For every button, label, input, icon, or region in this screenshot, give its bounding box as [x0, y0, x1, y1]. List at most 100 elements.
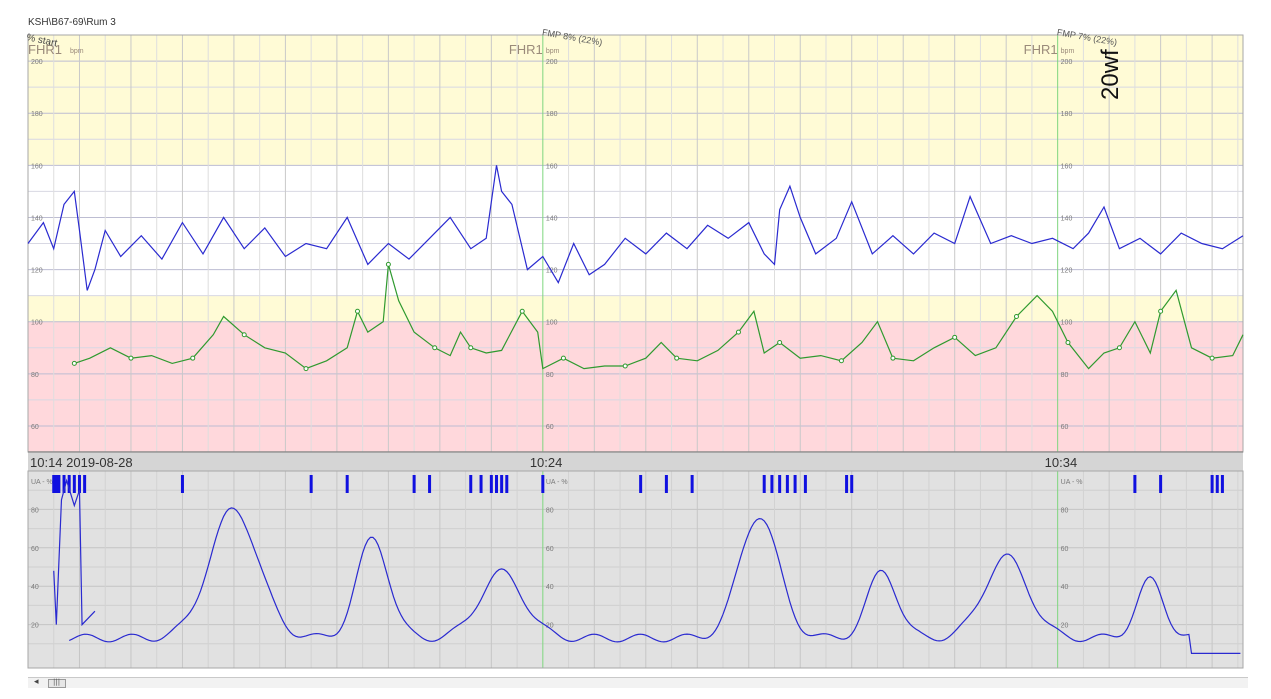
toco-tick-label: 80	[546, 507, 554, 514]
fhr-tick-label: 100	[546, 320, 558, 327]
fetal-movement-mark	[803, 475, 807, 493]
fhr-tick-label: 120	[31, 268, 43, 275]
fetal-movement-mark	[57, 475, 61, 493]
fhr-tick-label: 100	[31, 320, 43, 327]
fhr-series-line	[27, 165, 1244, 291]
fhr-tick-label: 180	[31, 111, 43, 118]
toco-tick-label: 80	[31, 507, 39, 514]
time-label: 10:24	[530, 455, 563, 470]
fhr-tick-label: 120	[1061, 268, 1073, 275]
fhr-band-1	[28, 295, 1243, 322]
channel-label-fhr1: FHR1	[1024, 42, 1058, 57]
fhr-band-0	[28, 35, 1243, 166]
fhr-tick-label: 200	[1061, 59, 1073, 66]
start-time-label: 10:14 2019-08-28	[30, 455, 133, 470]
mhr-point	[777, 340, 783, 346]
fetal-movement-mark	[469, 475, 473, 493]
scroll-left-icon[interactable]: ◂	[34, 677, 39, 687]
toco-tick-label: 40	[1061, 584, 1069, 591]
toco-tick-label: 20	[31, 623, 39, 630]
mhr-point	[890, 355, 896, 361]
fetal-movement-mark	[1215, 475, 1219, 493]
scroll-thumb[interactable]: |||	[48, 678, 66, 688]
mhr-point	[468, 345, 474, 351]
fetal-movement-mark	[845, 475, 849, 493]
fetal-movement-mark	[793, 475, 797, 493]
channel-label-fhr1: FHR1	[509, 42, 543, 57]
mhr-point	[560, 355, 566, 361]
fetal-movement-mark	[639, 475, 643, 493]
toco-tick-label: 20	[1061, 623, 1069, 630]
toco-panel-background	[28, 471, 1243, 668]
fhr-tick-label: 160	[31, 163, 43, 170]
mhr-point	[354, 308, 360, 314]
mhr-point	[622, 363, 628, 369]
channel-label-fhr1: FHR1	[28, 42, 62, 57]
mhr-series-line	[74, 264, 1244, 370]
fetal-movement-mark	[180, 475, 184, 493]
mhr-point	[674, 355, 680, 361]
toco-panel: UA - % 20 40 60 80 UA - % 20 40 60 80 UA - % 20 40 60…	[27, 470, 1244, 669]
mhr-point	[519, 308, 525, 314]
mhr-point	[952, 334, 958, 340]
mhr-point	[1013, 313, 1019, 319]
toco-tick-label: 60	[1061, 546, 1069, 553]
toco-tick-label: 20	[546, 623, 554, 630]
mhr-point	[432, 345, 438, 351]
fhr-tick-label: 140	[31, 215, 43, 222]
toco-tick-label: 60	[546, 546, 554, 553]
fhr-tick-label: 160	[546, 163, 558, 170]
fhr-tick-label: 160	[1061, 163, 1073, 170]
ua-artifact-line	[53, 478, 96, 627]
mhr-point	[241, 332, 247, 338]
fetal-movement-mark	[541, 475, 545, 493]
time-strip	[28, 453, 1243, 471]
fhr-tick-label: 80	[546, 372, 554, 379]
fetal-movement-mark	[500, 475, 504, 493]
fetal-movement-mark	[1133, 475, 1137, 493]
handwritten-note: 20wf	[1097, 49, 1124, 100]
fetal-movement-mark	[1210, 475, 1214, 493]
fetal-movement-mark	[770, 475, 774, 493]
toco-tick-label: 60	[31, 546, 39, 553]
fetal-movement-mark	[850, 475, 854, 493]
unit-label: bpm	[70, 48, 84, 55]
horizontal-scrollbar[interactable]: ◂ |||	[28, 677, 1248, 688]
fetal-movement-mark	[72, 475, 76, 493]
fetal-movement-mark	[505, 475, 509, 493]
fhr-tick-label: 140	[546, 215, 558, 222]
fetal-movement-mark	[77, 475, 81, 493]
time-label: 10:34	[1045, 455, 1078, 470]
fhr-tick-label: 180	[1061, 111, 1073, 118]
fhr-band-2	[28, 321, 1243, 452]
mhr-point	[1158, 308, 1164, 314]
channel-label-ua: UA - %	[546, 479, 568, 486]
mhr-point	[128, 355, 134, 361]
fetal-movement-mark	[664, 475, 668, 493]
ua-series-line	[68, 507, 1241, 654]
fhr-tick-label: 140	[1061, 215, 1073, 222]
channel-label-ua: UA - %	[1061, 479, 1083, 486]
fetal-movement-mark	[1159, 475, 1163, 493]
fetal-movement-mark	[690, 475, 694, 493]
fetal-movement-mark	[1220, 475, 1224, 493]
fhr-tick-label: 80	[31, 372, 39, 379]
fhr-tick-label: 200	[546, 59, 558, 66]
fhr-tick-label: 60	[546, 424, 554, 431]
fhr-tick-label: 180	[546, 111, 558, 118]
mhr-point	[838, 358, 844, 364]
channel-label-ua: UA - %	[31, 479, 53, 486]
unit-label: bpm	[1061, 48, 1075, 55]
mhr-point	[190, 355, 196, 361]
fetal-movement-mark	[67, 475, 71, 493]
grip-icon: |||	[53, 678, 61, 686]
fetal-movement-mark	[62, 475, 66, 493]
fetal-movement-mark	[428, 475, 432, 493]
mhr-point	[1065, 340, 1071, 346]
mhr-point	[1209, 355, 1215, 361]
mhr-point	[1116, 345, 1122, 351]
unit-label: bpm	[546, 48, 560, 55]
toco-frame	[27, 470, 1244, 669]
